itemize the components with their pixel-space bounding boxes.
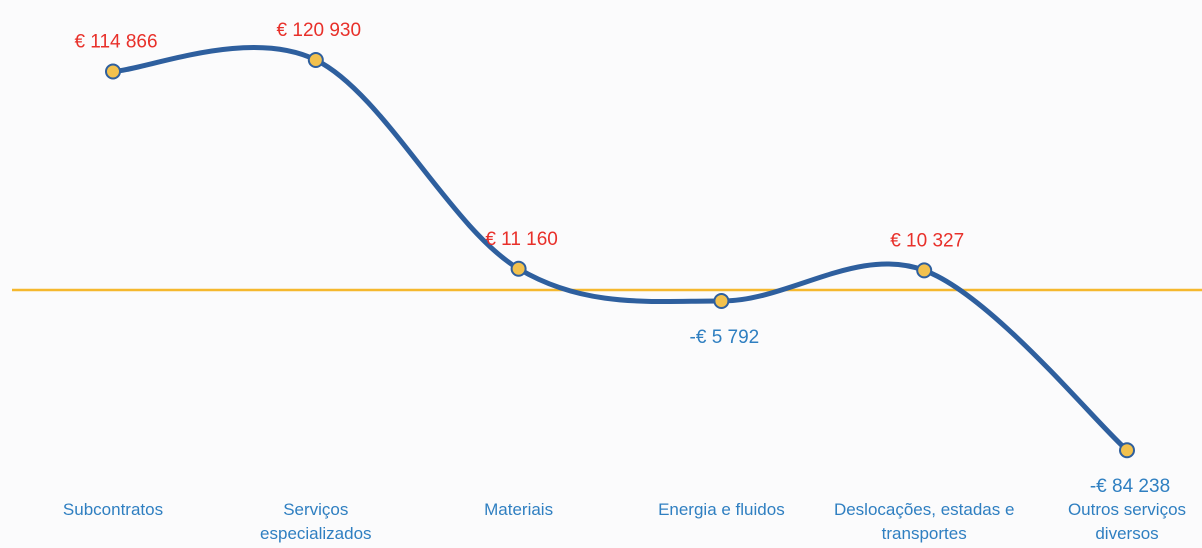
marker: [307, 51, 324, 68]
value-label: € 120 930: [277, 20, 362, 41]
marker: [1119, 442, 1135, 459]
x-tick-label: Energia e fluidos: [658, 500, 785, 519]
value-label: € 10 327: [890, 230, 964, 251]
x-tick-label: Serviços especializados: [260, 500, 372, 543]
x-tick-label: Subcontratos: [62, 500, 164, 519]
line: [110, 45, 1130, 453]
marker: [105, 63, 121, 80]
value-label: € 11 160: [485, 229, 558, 250]
x-tick-label: Deslocações, estadas e transportes: [833, 500, 1015, 543]
marker: [713, 293, 730, 310]
value-label: -€ 5 792: [690, 327, 760, 348]
marker: [916, 262, 933, 279]
value-label: € 114 866: [74, 32, 157, 53]
x-tick-label: Materiais: [484, 500, 554, 519]
marker: [510, 260, 527, 277]
x-tick-label: Outros serviços diversos: [1067, 500, 1187, 543]
value-label: -€ 84 238: [1090, 476, 1170, 497]
